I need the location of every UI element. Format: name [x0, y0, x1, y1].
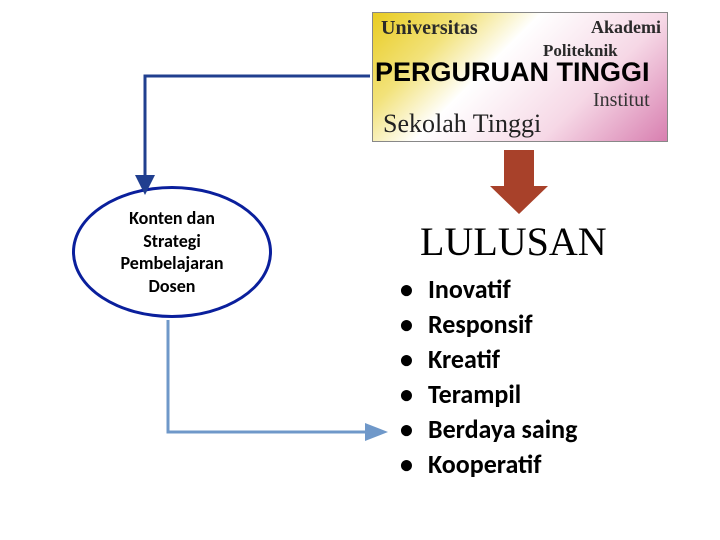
banner-perguruan-tinggi: UniversitasAkademiPoliteknikPERGURUAN TI…	[372, 12, 668, 142]
banner-text: Sekolah Tinggi	[383, 109, 541, 139]
list-item: Kooperatif	[400, 447, 577, 482]
banner-text: Akademi	[591, 17, 661, 38]
connector-bottom-head	[365, 423, 388, 441]
banner-text: PERGURUAN TINGGI	[375, 57, 650, 88]
list-item: Kreatif	[400, 342, 577, 377]
banner-text: Universitas	[381, 17, 478, 40]
list-item: Responsif	[400, 307, 577, 342]
lulusan-list: InovatifResponsifKreatifTerampilBerdaya …	[400, 272, 577, 483]
connector-top	[145, 76, 370, 180]
heading-lulusan: LULUSAN	[420, 218, 607, 265]
list-item: Berdaya saing	[400, 412, 577, 447]
block-arrow-down	[490, 150, 548, 214]
list-item: Terampil	[400, 377, 577, 412]
ellipse-konten-strategi: Konten danStrategiPembelajaranDosen	[72, 186, 272, 318]
list-item: Inovatif	[400, 272, 577, 307]
banner-text: Institut	[593, 89, 650, 112]
connector-bottom	[168, 320, 370, 432]
ellipse-text: Konten danStrategiPembelajaranDosen	[120, 207, 223, 297]
